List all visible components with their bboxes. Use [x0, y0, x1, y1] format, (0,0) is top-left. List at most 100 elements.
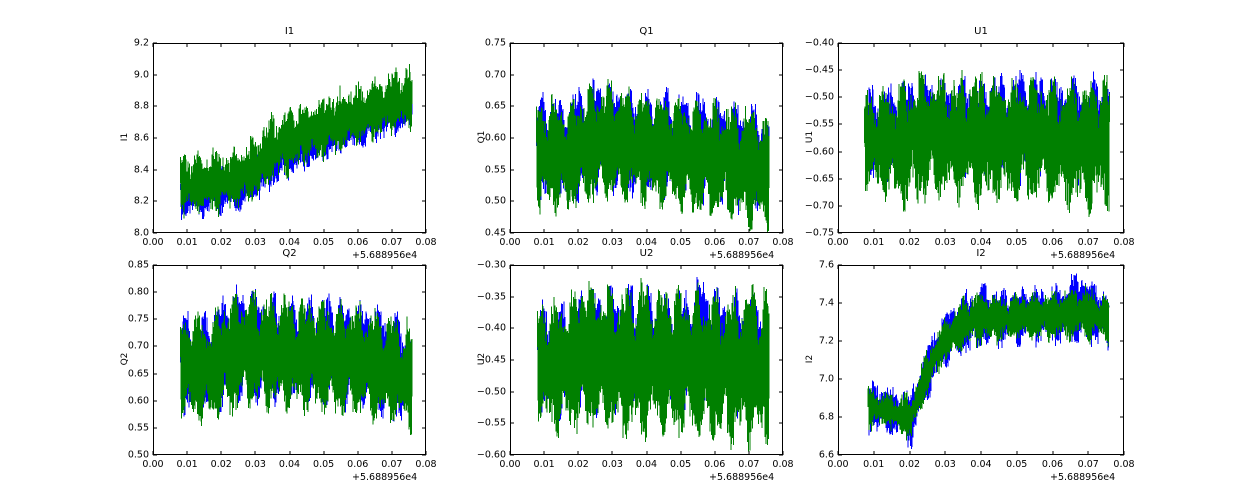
x-tick-label: 0.08 — [1113, 237, 1135, 248]
x-tick-label: 0.07 — [738, 237, 760, 248]
subplot-panel-I2: I2 I2 +5.688956e4 6.6 6.8 7.0 7.2 7.4 7.6 0.00… — [805, 248, 1135, 483]
x-tick-mark — [509, 451, 511, 455]
x-tick-mark — [1052, 265, 1053, 269]
y-tick-label: 0.75 — [484, 37, 506, 49]
x-tick-label: 0.01 — [533, 459, 555, 470]
data-series-series_2 — [179, 64, 413, 219]
x-tick-mark — [680, 43, 682, 47]
x-tick-mark — [944, 265, 946, 269]
y-tick-mark — [838, 42, 842, 44]
plot-area-I1 — [153, 43, 426, 233]
x-tick-label: 0.08 — [415, 459, 437, 470]
y-tick-mark — [1120, 205, 1124, 207]
y-tick-mark — [153, 264, 157, 266]
x-tick-label: 0.03 — [601, 237, 623, 248]
x-tick-mark — [391, 229, 393, 233]
y-tick-mark — [153, 105, 157, 107]
x-tick-label: 0.00 — [827, 459, 849, 470]
x-tick-mark — [714, 265, 716, 269]
y-tick-label: 7.0 — [818, 373, 834, 385]
x-tick-mark — [646, 43, 647, 47]
data-series-series_2 — [179, 290, 413, 436]
y-tick-mark — [1120, 69, 1124, 71]
y-tick-mark — [779, 137, 783, 139]
subplot-panel-Q1: Q1 Q1 +5.688956e4 0.45 0.50 0.55 0.60 0.65 0.… — [477, 26, 794, 261]
x-tick-mark — [873, 265, 875, 269]
x-tick-label: 0.00 — [827, 237, 849, 248]
y-tick-label: 8.6 — [133, 132, 149, 144]
data-series-series_2 — [864, 70, 1111, 218]
y-tick-label: 0.60 — [484, 132, 506, 144]
x-tick-mark — [1052, 43, 1053, 47]
x-tick-label: 0.02 — [898, 237, 921, 248]
x-tick-mark — [220, 229, 222, 233]
x-tick-mark — [391, 451, 393, 455]
y-tick-label: 0.60 — [127, 395, 149, 407]
x-tick-mark — [357, 451, 359, 455]
x-tick-label: 0.04 — [278, 459, 301, 470]
y-tick-mark — [510, 454, 514, 456]
y-tick-mark — [510, 264, 514, 266]
y-tick-mark — [779, 327, 783, 329]
x-tick-mark — [1123, 229, 1125, 233]
y-tick-mark — [838, 205, 842, 207]
y-tick-mark — [422, 427, 426, 429]
x-tick-label: 0.04 — [970, 459, 992, 470]
data-series-series_2 — [536, 278, 770, 452]
x-tick-mark — [837, 43, 839, 47]
y-tick-mark — [422, 74, 426, 76]
y-tick-label: 6.8 — [818, 411, 834, 423]
y-tick-mark — [1120, 123, 1124, 125]
x-tick-label: 0.03 — [244, 237, 266, 248]
y-tick-label: −0.40 — [476, 322, 506, 334]
x-tick-mark — [944, 451, 946, 455]
y-tick-mark — [779, 232, 783, 234]
y-tick-mark — [1120, 416, 1124, 418]
x-tick-label: 0.06 — [1041, 237, 1064, 248]
x-tick-label: 0.03 — [601, 459, 623, 470]
x-tick-mark — [909, 229, 910, 233]
x-tick-mark — [577, 229, 579, 233]
y-tick-label: 0.85 — [127, 259, 149, 271]
x-tick-label: 0.00 — [142, 459, 164, 470]
y-tick-mark — [153, 232, 157, 234]
x-tick-mark — [1123, 265, 1125, 269]
x-tick-mark — [782, 265, 784, 269]
y-tick-label: −0.55 — [804, 118, 834, 130]
y-tick-mark — [1120, 454, 1124, 456]
subplot-title-U1: U1 — [974, 26, 988, 37]
y-tick-label: 7.4 — [818, 297, 834, 309]
y-tick-mark — [1120, 302, 1124, 304]
y-tick-mark — [1120, 42, 1124, 44]
x-tick-label: 0.08 — [415, 237, 437, 248]
y-tick-mark — [838, 232, 842, 234]
x-axis-offset-text-Q1: +5.688956e4 — [709, 250, 775, 261]
subplot-title-Q2: Q2 — [282, 248, 297, 259]
x-tick-mark — [1123, 451, 1125, 455]
y-tick-label: 8.8 — [133, 100, 149, 112]
x-tick-label: 0.07 — [1077, 237, 1099, 248]
y-tick-mark — [153, 291, 157, 293]
y-tick-mark — [510, 232, 514, 234]
x-tick-mark — [391, 265, 393, 269]
x-tick-mark — [714, 229, 716, 233]
x-tick-mark — [254, 43, 256, 47]
y-tick-label: 9.2 — [133, 37, 149, 49]
x-tick-mark — [748, 229, 750, 233]
y-tick-mark — [838, 123, 842, 125]
data-series-series_2 — [867, 284, 1110, 441]
y-tick-label: −0.45 — [804, 64, 834, 76]
x-tick-label: 0.02 — [898, 459, 921, 470]
subplot-title-I1: I1 — [284, 26, 295, 37]
x-tick-mark — [980, 265, 982, 269]
y-tick-label: 8.4 — [133, 164, 149, 176]
x-axis-offset-text-I1: +5.688956e4 — [352, 250, 418, 261]
y-tick-mark — [153, 200, 157, 202]
x-tick-mark — [289, 229, 290, 233]
x-tick-label: 0.00 — [499, 237, 521, 248]
x-tick-mark — [357, 229, 359, 233]
y-tick-label: 0.55 — [484, 164, 506, 176]
x-tick-mark — [873, 43, 875, 47]
x-tick-mark — [1087, 265, 1089, 269]
x-tick-label: 0.00 — [499, 459, 521, 470]
